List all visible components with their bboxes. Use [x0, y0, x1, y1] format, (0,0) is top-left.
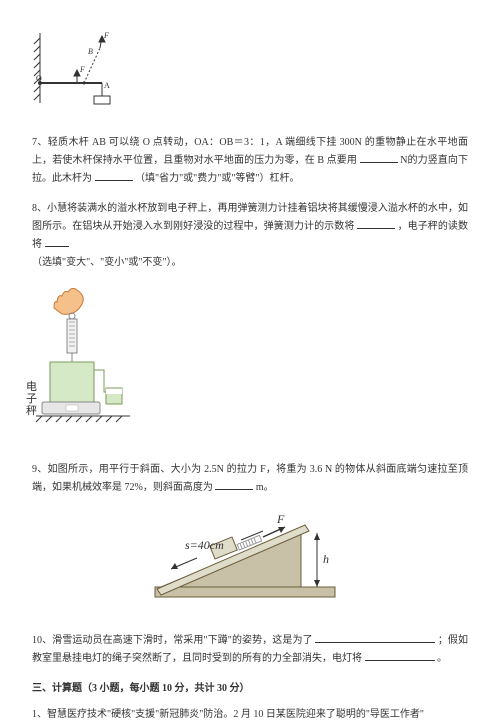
calc-question-1: 1、智慧医疗技术"硬核"支援"新冠肺炎"防治。2 月 10 日某医院迎来了聪明的… [32, 706, 468, 724]
question-8: 8、小慧将装满水的溢水杯放到电子秤上，再用弹簧测力计挂着铝块将其缓慢浸入溢水杯的… [32, 200, 468, 272]
q8-blank-1 [357, 218, 395, 229]
q10-text-prefix: 10、滑雪运动员在高速下滑时，常采用"下蹲"的姿势，这是为了 [32, 635, 313, 646]
scale-label: 电子秤 [26, 381, 40, 417]
label-B: B [88, 47, 93, 56]
section-3-heading: 三、计算题（3 小题，每小题 10 分，共计 30 分） [32, 680, 468, 698]
q9-text-suffix: m。 [256, 482, 274, 493]
figure-q7: O A B F F [32, 28, 468, 120]
q10-text-suffix: 。 [437, 653, 447, 664]
label-F-mid: F [79, 65, 85, 74]
q7-blank-1 [360, 152, 398, 163]
label-A: A [104, 81, 110, 90]
q10-blank-1 [315, 632, 435, 643]
q10-blank-2 [365, 650, 435, 661]
figure-q9: s=40cm F h [32, 509, 468, 616]
question-10: 10、滑雪运动员在高速下滑时，常采用"下蹲"的姿势，这是为了 ；假如教室里悬挂电… [32, 632, 468, 668]
h-label: h [323, 552, 329, 566]
q8-blank-2 [45, 236, 69, 247]
calc-q1-text: 1、智慧医疗技术"硬核"支援"新冠肺炎"防治。2 月 10 日某医院迎来了聪明的… [32, 709, 424, 720]
q7-text-suffix: （填"省力"或"费力"或"等臂"）杠杆。 [135, 173, 300, 184]
q7-blank-2 [95, 170, 133, 181]
q8-text-suffix: （选填"变大"、"变小"或"不变"）。 [32, 257, 182, 268]
question-9: 9、如图所示，用平行于斜面、大小为 2.5N 的拉力 F，将重为 3.6 N 的… [32, 461, 468, 497]
figure-q8: 电子秤 [32, 284, 468, 477]
label-O: O [36, 74, 42, 83]
q9-blank [215, 479, 253, 490]
label-F-top: F [103, 31, 109, 40]
F-label: F [276, 512, 285, 526]
s-label: s=40cm [185, 538, 224, 552]
question-7: 7、轻质木杆 AB 可以绕 O 点转动，OA：OB＝3：1，A 端细线下挂 30… [32, 134, 468, 188]
